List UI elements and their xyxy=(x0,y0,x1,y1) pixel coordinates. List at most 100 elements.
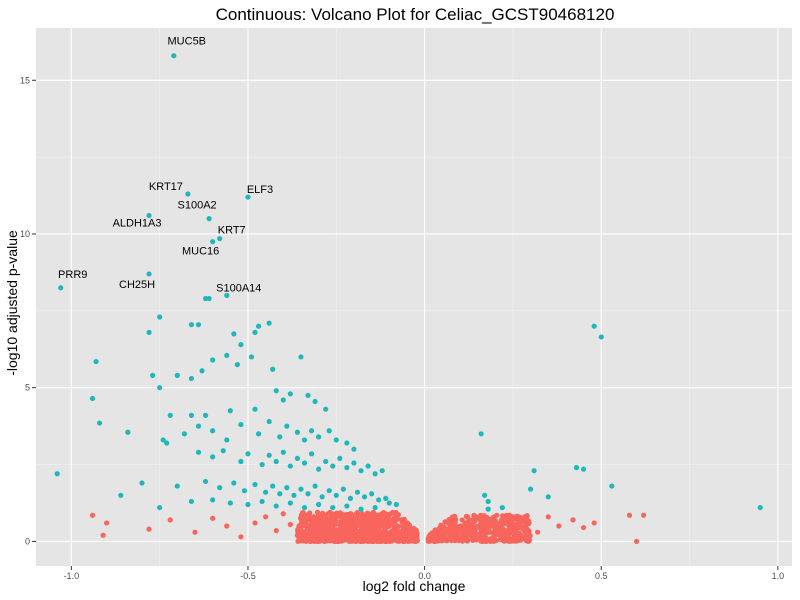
data-point xyxy=(157,504,163,511)
data-point xyxy=(515,514,522,520)
data-point xyxy=(383,495,389,501)
data-point xyxy=(210,357,216,363)
data-point xyxy=(393,501,399,508)
data-point xyxy=(358,532,364,538)
data-point xyxy=(217,485,223,491)
data-point xyxy=(210,454,216,460)
data-point xyxy=(633,538,640,545)
data-point xyxy=(372,512,378,518)
data-point xyxy=(465,520,472,526)
data-point xyxy=(412,529,418,536)
data-point xyxy=(433,538,439,544)
data-point xyxy=(379,533,385,540)
data-point xyxy=(580,524,587,531)
x-tick-label: -1.0 xyxy=(64,571,80,581)
y-tick-label: 0 xyxy=(25,536,30,546)
data-point xyxy=(188,322,195,328)
data-point xyxy=(54,471,60,477)
data-point xyxy=(522,524,528,530)
data-point xyxy=(390,517,396,523)
data-point xyxy=(287,500,293,506)
data-point xyxy=(252,520,258,526)
data-point xyxy=(522,536,528,542)
data-point xyxy=(259,498,265,505)
data-point xyxy=(326,428,332,434)
data-point xyxy=(301,504,308,511)
data-point xyxy=(373,538,379,544)
data-point xyxy=(318,522,324,528)
data-point xyxy=(438,529,444,536)
data-point xyxy=(591,323,597,329)
data-point xyxy=(245,501,251,508)
data-point xyxy=(446,520,452,526)
data-point xyxy=(164,440,170,446)
data-point xyxy=(210,239,216,245)
gene-label: ELF3 xyxy=(247,184,273,196)
data-point xyxy=(328,511,335,517)
data-point xyxy=(490,538,497,544)
data-point xyxy=(294,429,301,435)
data-point xyxy=(316,434,322,440)
data-point xyxy=(89,395,96,402)
data-point xyxy=(287,521,293,528)
data-point xyxy=(323,458,329,465)
data-point xyxy=(506,512,512,518)
data-point xyxy=(483,527,489,533)
data-point xyxy=(365,530,371,536)
data-point xyxy=(319,511,326,518)
data-point xyxy=(295,538,301,544)
data-point xyxy=(455,534,461,540)
data-point xyxy=(195,322,202,328)
data-point xyxy=(369,491,375,497)
data-point xyxy=(573,465,580,471)
data-point xyxy=(442,519,448,525)
data-point xyxy=(263,489,269,495)
data-point xyxy=(527,486,534,492)
data-point xyxy=(312,483,318,489)
data-point xyxy=(188,498,195,505)
data-point xyxy=(467,528,473,534)
data-point xyxy=(192,529,198,535)
data-point xyxy=(499,513,506,519)
data-point xyxy=(305,392,311,398)
gene-label: S100A2 xyxy=(178,200,217,212)
data-point xyxy=(326,488,332,494)
data-point xyxy=(245,194,251,200)
data-point xyxy=(344,465,350,471)
gene-label: ALDH1A3 xyxy=(113,218,162,230)
data-point xyxy=(238,458,244,465)
data-point xyxy=(570,517,576,523)
data-point xyxy=(224,292,230,299)
data-point xyxy=(58,285,64,291)
data-point xyxy=(382,512,388,518)
data-point xyxy=(280,449,286,455)
data-point xyxy=(312,520,319,526)
data-point xyxy=(545,494,551,500)
data-point xyxy=(270,366,276,372)
data-point xyxy=(174,372,180,378)
data-point xyxy=(301,515,308,521)
data-point xyxy=(492,521,498,528)
data-point xyxy=(485,498,491,505)
data-point xyxy=(266,452,272,458)
data-point xyxy=(503,537,509,543)
data-point xyxy=(351,446,357,452)
data-point xyxy=(305,491,311,497)
data-point xyxy=(146,526,152,532)
data-point xyxy=(395,529,402,535)
data-point xyxy=(202,478,209,485)
data-point xyxy=(217,235,223,242)
gene-label: CH25H xyxy=(119,279,155,291)
data-point xyxy=(195,423,202,429)
data-point xyxy=(508,517,514,523)
gene-label: PRR9 xyxy=(58,269,87,281)
data-point xyxy=(333,437,339,443)
data-point xyxy=(517,524,523,531)
data-point xyxy=(598,334,604,340)
data-point xyxy=(382,516,388,522)
data-point xyxy=(331,536,338,542)
data-point xyxy=(486,516,492,522)
data-point xyxy=(476,516,483,522)
y-tick-label: 10 xyxy=(20,229,30,239)
